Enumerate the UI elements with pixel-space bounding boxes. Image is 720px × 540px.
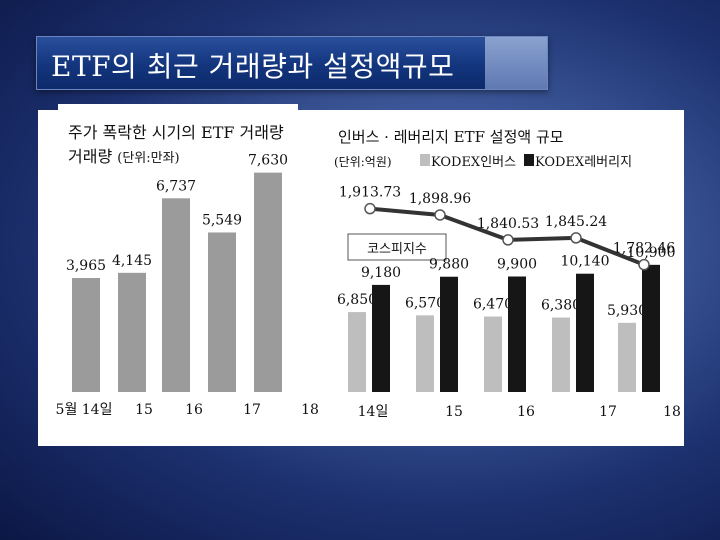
kospi-point [570,232,582,244]
left-chart-title: 주가 폭락한 시기의 ETF 거래량 [68,123,284,142]
left-x-tick-label: 16 [185,402,203,418]
left-x-tick-label: 5월 14일 [56,402,113,418]
left-x-tick-label: 18 [301,402,319,418]
kospi-value-label: 1,898.96 [409,191,471,207]
kospi-point [502,234,514,246]
right-x-tick-label: 18 [663,404,681,420]
right-chart-title: 인버스 · 레버리지 ETF 설정액 규모 [338,128,564,146]
kospi-point [364,202,376,215]
left-bar [118,272,146,392]
leverage-bar-value-label: 10,140 [561,254,610,270]
inverse-bar-value-label: 5,930 [607,303,647,319]
inverse-bar-value-label: 6,850 [337,292,377,308]
inverse-bar-value-label: 6,570 [405,295,445,311]
right-x-axis: 14일 15 16 17 18 [358,404,681,420]
panel-tab [58,104,298,112]
left-bar [254,172,282,392]
inverse-bar-value-label: 6,380 [541,298,581,314]
left-chart-unit: (단위:만좌) [117,151,179,166]
leverage-bar-value-label: 10,900 [627,245,676,261]
charts-svg: 주가 폭락한 시기의 ETF 거래량 거래량 (단위:만좌) 인버스 · 레버리… [56,123,681,420]
left-bar-value-label: 7,630 [248,153,288,169]
right-bar-chart: 6,850 6,570 6,470 6,380 5,930 9,180 9,880 9,900… [337,245,676,392]
kospi-value-label: 1,845.24 [545,214,607,230]
slide-title-bar: ETF의 최근 거래량과 설정액규모 [36,36,548,90]
kospi-value-label: 1,840.53 [477,216,539,232]
legend-swatch-inverse [420,154,430,166]
legend-swatch-leverage [524,154,534,166]
leverage-bar [576,273,594,392]
kospi-value-label: 1,782.46 [613,241,675,257]
leverage-bar [440,276,458,392]
leverage-bar [372,284,390,392]
right-x-tick-label: 15 [445,404,463,420]
kospi-value-label: 1,913.73 [339,185,401,201]
inverse-bar [618,322,636,392]
leverage-bar-value-label: 9,180 [361,265,401,281]
kospi-callout-box [347,233,447,261]
left-bar-value-label: 6,737 [156,178,196,194]
left-x-tick-label: 15 [135,402,153,418]
kospi-callout-label: 코스피지수 [367,242,427,257]
left-bar-value-label: 4,145 [112,253,152,269]
inverse-bar [348,312,366,392]
slide-title: ETF의 최근 거래량과 설정액규모 [51,50,455,83]
right-x-tick-label: 17 [599,404,617,420]
leverage-bar-value-label: 9,900 [497,257,537,273]
leverage-bar-value-label: 9,880 [429,257,469,273]
left-bar [208,232,236,392]
right-chart-unit: (단위:억원) [334,155,392,169]
left-chart-subtitle: 거래량 (단위:만좌) [68,147,180,166]
kospi-line-chart: 1,913.73 1,898.96 1,840.53 1,845.24 1,782.46 [339,185,675,271]
inverse-bar [552,317,570,392]
kospi-point [434,209,446,221]
leverage-bar [508,276,526,392]
legend-label-leverage: KODEX레버리지 [535,155,632,170]
inverse-bar-value-label: 6,470 [473,297,513,313]
leverage-bar [642,264,660,392]
left-bar [162,198,190,392]
left-bar-value-label: 3,965 [66,258,106,274]
left-bar [72,278,100,392]
chart-panel: 주가 폭락한 시기의 ETF 거래량 거래량 (단위:만좌) 인버스 · 레버리… [38,104,684,446]
title-accent-block [485,37,547,89]
left-bar-chart: 3,965 4,145 6,737 5,549 7,630 5월 14일 15 16 17 18 [56,153,319,418]
left-x-tick-label: 17 [243,402,261,418]
left-bar-value-label: 5,549 [202,212,242,228]
inverse-bar [416,315,434,392]
right-x-tick-label: 14일 [358,404,389,420]
right-x-tick-label: 16 [517,404,535,420]
kospi-point [638,258,650,271]
legend-label-inverse: KODEX인버스 [431,155,516,170]
inverse-bar [484,316,502,392]
